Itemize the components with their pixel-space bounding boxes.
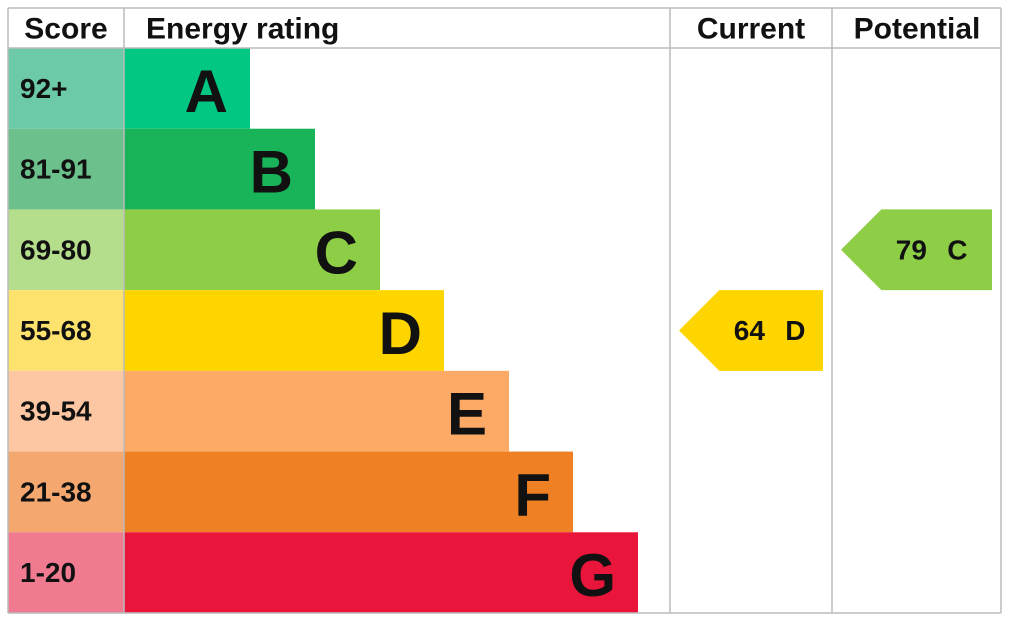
score-header: Score	[24, 13, 107, 46]
rating-letter: D	[379, 300, 422, 367]
score-range: 92+	[20, 73, 68, 104]
score-cell	[8, 209, 124, 291]
potential-letter: C	[947, 234, 967, 265]
score-range: 1-20	[20, 557, 76, 588]
score-cell	[8, 532, 124, 613]
current-header: Current	[697, 13, 805, 46]
rating-letter: F	[514, 461, 551, 528]
rating-letter: B	[250, 139, 293, 206]
rating-letter: A	[185, 58, 228, 125]
rating-letter: E	[447, 381, 487, 448]
score-cell	[8, 451, 124, 533]
rating-letter: C	[315, 219, 358, 286]
score-cell	[8, 290, 124, 371]
rating-bar	[124, 532, 638, 613]
potential-arrow	[841, 209, 992, 291]
rating-bar	[124, 48, 250, 129]
rating-bar	[124, 370, 509, 452]
current-letter: D	[785, 315, 805, 346]
rating-header: Energy rating	[146, 13, 339, 46]
rating-bar	[124, 128, 315, 210]
score-range: 55-68	[20, 315, 92, 346]
potential-score: 79	[896, 234, 927, 265]
current-arrow	[679, 290, 823, 371]
score-cell	[8, 128, 124, 210]
rating-bar	[124, 290, 444, 371]
rating-bar	[124, 209, 380, 291]
rating-bar	[124, 451, 573, 533]
score-range: 69-80	[20, 234, 92, 265]
current-score: 64	[734, 315, 766, 346]
score-range: 81-91	[20, 154, 92, 185]
score-cell	[8, 48, 124, 129]
potential-header: Potential	[854, 13, 981, 46]
score-range: 21-38	[20, 476, 92, 507]
score-cell	[8, 370, 124, 452]
rating-letter: G	[569, 542, 616, 609]
score-range: 39-54	[20, 396, 92, 427]
